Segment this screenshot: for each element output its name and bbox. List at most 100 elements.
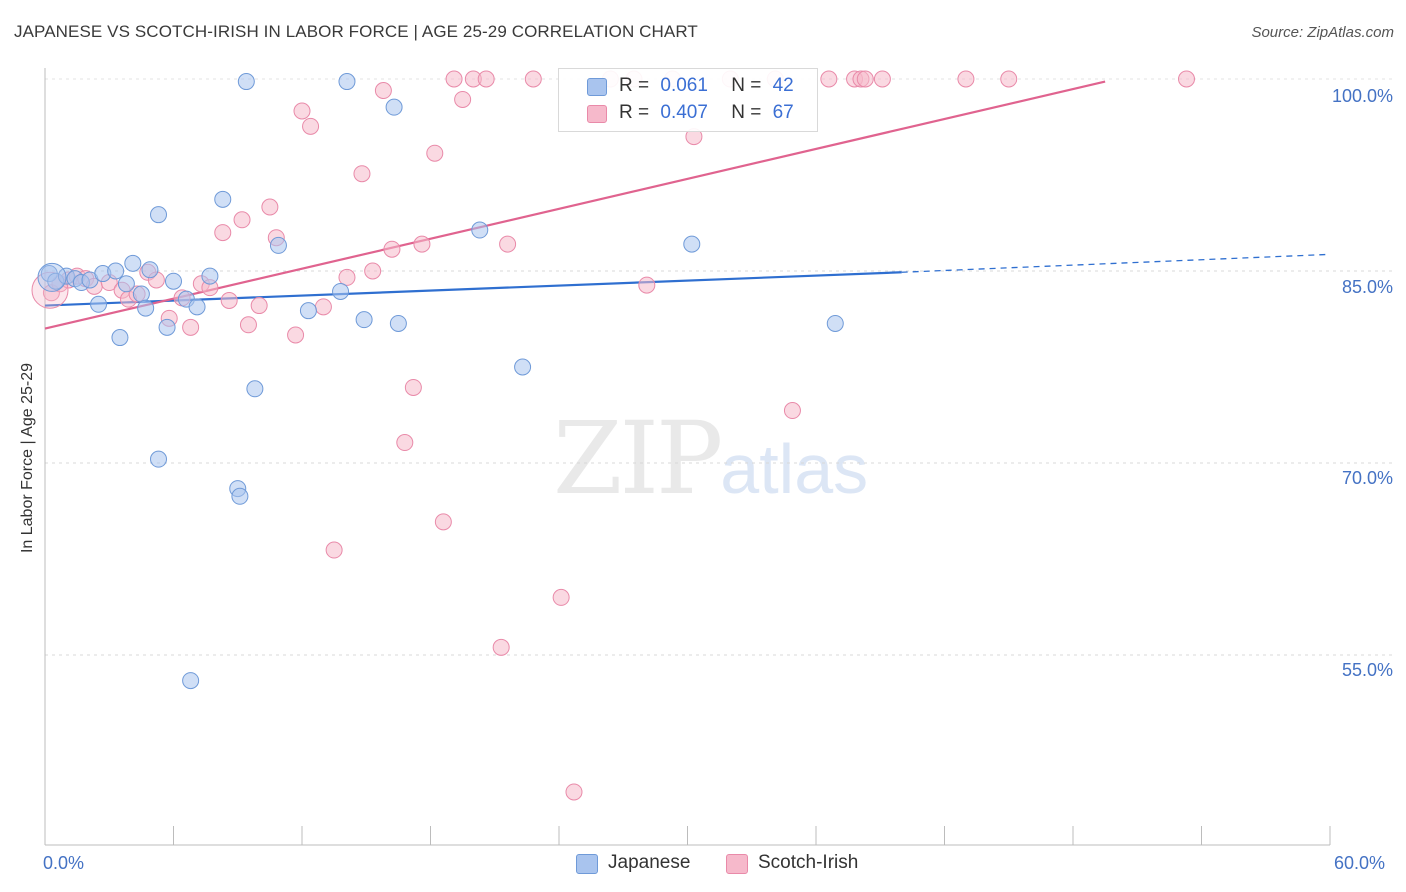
japanese-point	[683, 235, 701, 253]
japanese-point	[111, 329, 129, 347]
legend-label: Scotch-Irish	[758, 852, 859, 873]
chart-title: JAPANESE VS SCOTCH-IRISH IN LABOR FORCE …	[14, 22, 698, 41]
scotch-irish-point	[314, 298, 332, 316]
japanese-point	[201, 267, 219, 285]
scotch-irish-point	[856, 70, 874, 88]
japanese-point	[150, 450, 168, 468]
scotch-irish-point	[338, 268, 356, 286]
japanese-point	[355, 311, 373, 329]
scotch-irish-point	[820, 70, 838, 88]
scotch-irish-point	[214, 224, 232, 242]
watermark-atlas: atlas	[720, 430, 869, 508]
scotch-irish-point	[293, 102, 311, 120]
japanese-point	[299, 302, 317, 320]
scotch-irish-point	[454, 90, 472, 108]
japanese-point	[141, 261, 159, 279]
r-value: 0.061	[660, 75, 708, 96]
japanese-point	[158, 318, 176, 336]
scotch-irish-swatch	[587, 105, 607, 123]
n-label: N =	[731, 75, 762, 96]
scotch-irish-point	[445, 70, 463, 88]
japanese-point	[107, 262, 125, 280]
scotch-irish-point	[302, 117, 320, 135]
japanese-point	[132, 285, 150, 303]
scotch-irish-point	[239, 316, 257, 334]
japanese-point	[269, 236, 287, 254]
scotch-irish-point	[325, 541, 343, 559]
japanese-point	[826, 314, 844, 332]
japanese-point	[90, 295, 108, 313]
japanese-point	[246, 380, 264, 398]
y-tick-label: 100.0%	[1331, 86, 1393, 106]
r-value: 0.407	[660, 102, 708, 123]
scotch-irish-point	[873, 70, 891, 88]
r-label: R =	[619, 102, 650, 123]
scotch-irish-point	[374, 82, 392, 100]
scotch-irish-point	[404, 378, 422, 396]
japanese-trend-extension	[901, 253, 1331, 273]
x-tick-label: 60.0%	[1334, 853, 1386, 873]
scotch-irish-point	[783, 402, 801, 420]
scotch-irish-point	[492, 638, 510, 656]
japanese-point	[137, 299, 155, 317]
scotch-irish-point	[396, 434, 414, 452]
japanese-point	[385, 98, 403, 116]
scotch-irish-point	[638, 276, 656, 294]
scotch-irish-trend-line	[44, 80, 1106, 330]
scotch-irish-point	[220, 291, 238, 309]
japanese-point	[117, 275, 135, 293]
x-tick-label: 0.0%	[43, 853, 85, 873]
japanese-point	[165, 272, 182, 290]
scotch-irish-point	[565, 783, 583, 801]
stats-row-japanese: R = 0.061 N = 42	[587, 75, 794, 99]
japanese-point	[231, 487, 249, 505]
scotch-irish-point	[383, 240, 401, 258]
scotch-irish-point	[426, 144, 444, 162]
scotch-irish-point	[250, 297, 268, 315]
watermark: ZIPatlas	[553, 400, 868, 517]
scotch-irish-point	[261, 198, 279, 216]
japanese-point	[124, 254, 142, 272]
japanese-point	[338, 73, 356, 91]
japanese-point	[332, 282, 350, 300]
japanese-swatch	[576, 854, 598, 874]
japanese-cluster-point	[37, 262, 67, 292]
legend-item-scotch-irish[interactable]: Scotch-Irish	[726, 852, 858, 874]
n-value: 67	[772, 102, 794, 123]
n-label: N =	[731, 102, 762, 123]
japanese-point	[471, 221, 489, 239]
japanese-point	[389, 314, 407, 332]
scotch-irish-swatch	[726, 854, 748, 874]
legend-item-japanese[interactable]: Japanese	[576, 852, 690, 874]
japanese-point	[214, 190, 232, 208]
japanese-swatch	[587, 78, 607, 96]
scotch-irish-point	[1000, 70, 1018, 88]
r-label: R =	[619, 75, 650, 96]
y-tick-label: 70.0%	[1341, 468, 1393, 488]
y-axis-label: In Labor Force | Age 25-29	[19, 362, 36, 554]
scotch-irish-point	[957, 70, 975, 88]
y-tick-label: 55.0%	[1341, 660, 1393, 680]
scotch-irish-point	[499, 235, 517, 253]
scotch-irish-point	[287, 326, 305, 344]
scotch-irish-point	[364, 262, 382, 280]
japanese-point	[188, 298, 206, 316]
stats-box: R = 0.061 N = 42 R = 0.407 N = 67	[558, 68, 818, 132]
japanese-point	[150, 206, 168, 224]
japanese-point	[514, 358, 532, 376]
scotch-irish-point	[233, 211, 251, 229]
stats-row-scotch-irish: R = 0.407 N = 67	[587, 102, 794, 126]
scotch-irish-point	[182, 318, 200, 336]
y-tick-label: 85.0%	[1341, 277, 1393, 297]
japanese-point	[237, 73, 255, 91]
scotch-irish-point	[524, 70, 542, 88]
japanese-point	[182, 672, 200, 690]
scotch-irish-point	[353, 165, 371, 183]
legend-label: Japanese	[608, 852, 691, 873]
source-label: Source: ZipAtlas.com	[1251, 24, 1394, 41]
scotch-irish-point	[477, 70, 495, 88]
scotch-irish-point	[434, 513, 452, 531]
scotch-irish-point	[1178, 70, 1196, 88]
scotch-irish-point	[413, 235, 431, 253]
